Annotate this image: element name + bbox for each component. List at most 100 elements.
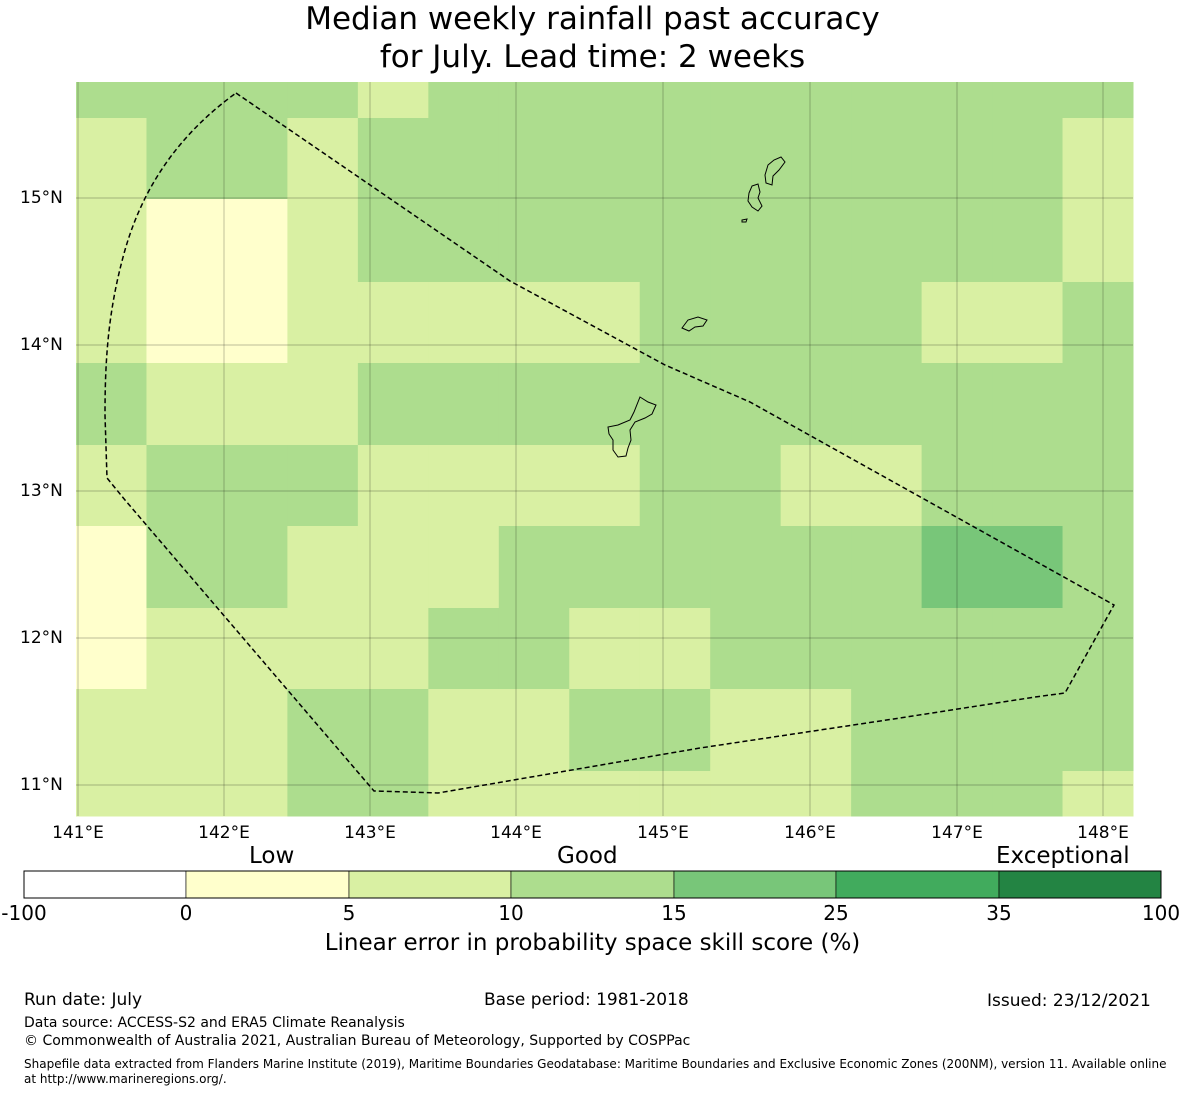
grid-cell [428,118,500,200]
grid-cell [357,199,429,283]
grid-cell [216,526,288,609]
grid-cell [569,118,641,200]
grid-cell [1062,199,1134,283]
grid-cell [498,608,570,690]
grid-cell [569,82,641,119]
grid-cell [357,689,429,772]
grid-cell [639,608,711,690]
island-aguijan [741,218,748,223]
copyright: © Commonwealth of Australia 2021, Austra… [24,1033,691,1049]
lon-label-145e: 145°E [637,823,689,843]
grid-cell [992,82,1064,119]
grid-cell [851,771,923,817]
grid-cell [1062,282,1134,364]
grid-cell [639,445,711,527]
grid-cell [146,445,218,527]
lat-label-15n: 15°N [20,188,63,208]
grid-cell [851,445,923,527]
skill-grid [76,82,1134,817]
grid-cell [851,689,923,772]
colorbar-frame [23,870,1162,899]
grid-cell [357,82,429,119]
grid-cell [851,282,923,364]
eez-boundary [104,92,1116,794]
grid-cell [992,199,1064,283]
run-date: Run date: July [24,990,143,1010]
colorbar-title: Linear error in probability space skill … [324,930,861,956]
grid-cell [569,526,641,609]
grid-cell [921,282,993,364]
grid-cell [428,199,500,283]
grid-cell [357,118,429,200]
grid-cell [569,689,641,772]
lon-label-146e: 146°E [784,823,836,843]
grid-cell [76,282,147,364]
grid-cell [498,118,570,200]
grid-cell [498,82,570,119]
grid-cell [710,445,782,527]
grid-cell [780,771,852,817]
grid-cell [76,363,147,446]
grid-cell [780,526,852,609]
colorbar-segment [23,870,187,899]
grid-cell [216,82,288,119]
grid-cell [569,608,641,690]
grid-cell [992,689,1064,772]
grid-cell [921,82,993,119]
grid-cell [992,608,1064,690]
grid-cell [710,199,782,283]
grid-cell [428,363,500,446]
shapefile-credit-line-1: Shapefile data extracted from Flanders M… [24,1057,1167,1071]
colorbar-segment [348,870,512,899]
grid-cell [287,445,359,527]
grid-cell [851,526,923,609]
grid-cell [428,526,500,609]
grid-cell [287,118,359,200]
grid-cell [851,608,923,690]
grid-cell [146,199,218,283]
grid-cell [710,282,782,364]
grid-cell [780,199,852,283]
grid-cell [216,199,288,283]
grid-cell [76,689,147,772]
legend-category-exceptional: Exceptional [996,843,1130,869]
grid-cell [76,118,147,200]
grid-cell [146,771,218,817]
island-guam [607,396,657,458]
grid-cell [428,689,500,772]
grid-cell [921,526,993,609]
grid-cell [287,608,359,690]
grid-cell [639,82,711,119]
grid-cell [639,689,711,772]
grid-cell [428,608,500,690]
island-saipan [764,156,786,186]
grid-cell [569,445,641,527]
colorbar-segment [835,870,1000,899]
grid-cell [498,445,570,527]
lon-label-147e: 147°E [931,823,983,843]
grid-cell [1062,526,1134,609]
grid-cell [921,118,993,200]
grid-cell [428,282,500,364]
grid-cell [639,526,711,609]
grid-cell [357,363,429,446]
grid-cell [428,771,500,817]
grid-cell [287,526,359,609]
grid-cell [287,199,359,283]
grid-cell [921,608,993,690]
grid-cell [1062,689,1134,772]
grid-cell [921,363,993,446]
colorbar [23,870,1162,899]
grid-cell [498,363,570,446]
grid-cell [76,526,147,609]
title-line-2: for July. Lead time: 2 weeks [379,39,806,75]
lat-label-14n: 14°N [20,335,63,355]
grid-cell [216,282,288,364]
grid-cell [357,608,429,690]
grid-cell [992,118,1064,200]
colorbar-segments [23,870,1162,899]
skill-map [76,82,1134,817]
grid-cell [428,82,500,119]
grid-cell [639,282,711,364]
lon-label-148e: 148°E [1077,823,1129,843]
